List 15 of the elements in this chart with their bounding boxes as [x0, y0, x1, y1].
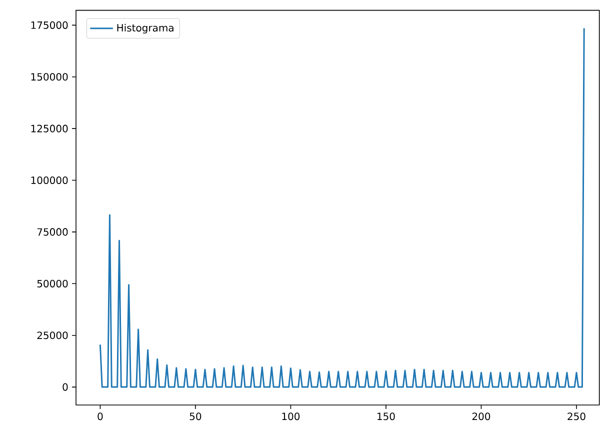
y-tick-label: 150000 [31, 73, 68, 81]
x-tick-label: 0 [98, 412, 103, 420]
x-tick-label: 100 [282, 412, 300, 420]
x-tick-label: 150 [378, 412, 395, 420]
x-tick-label: 200 [472, 412, 490, 420]
y-tick-label: 175000 [31, 21, 68, 29]
x-tick-label: 250 [568, 412, 586, 420]
y-tick-label: 25000 [37, 332, 68, 340]
y-tick-label: 75000 [37, 228, 68, 236]
y-tick-label: 50000 [37, 280, 68, 288]
y-tick-label: 125000 [31, 124, 68, 132]
legend-label: Histograma [117, 24, 174, 34]
y-tick-label: 0 [62, 383, 68, 391]
y-tick-label: 100000 [31, 176, 68, 184]
x-tick-label: 50 [190, 412, 202, 420]
